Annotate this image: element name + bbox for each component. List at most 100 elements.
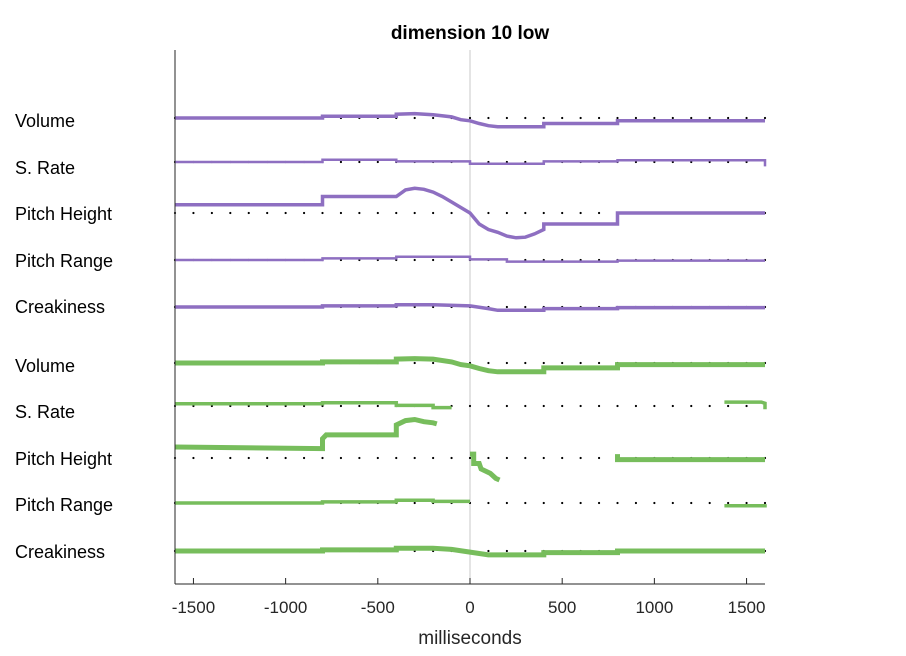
series-line xyxy=(615,454,765,463)
grid-dot xyxy=(579,404,582,408)
grid-dot xyxy=(395,456,398,460)
grid-dot xyxy=(653,501,656,505)
grid-dot xyxy=(524,361,527,365)
grid-dot xyxy=(561,456,564,460)
grid-dot xyxy=(413,116,416,120)
grid-dot xyxy=(339,456,343,460)
grid-dot xyxy=(524,549,527,553)
series-line xyxy=(724,400,767,410)
series-line xyxy=(175,498,470,505)
grid-dot xyxy=(210,456,213,460)
grid-dot xyxy=(745,501,748,505)
grid-dot xyxy=(727,501,730,505)
grid-dot xyxy=(450,456,453,460)
grid-dot xyxy=(505,305,508,309)
grid-dot xyxy=(505,116,508,120)
grid-dot xyxy=(266,456,269,460)
grid-dot xyxy=(524,116,527,120)
row-label: Creakiness xyxy=(15,297,105,317)
grid-dot xyxy=(708,116,711,120)
chart-title: dimension 10 low xyxy=(391,23,550,44)
grid-dot xyxy=(690,116,693,120)
x-tick-label: 1000 xyxy=(635,598,673,617)
row-labels: Volume S. Rate Pitch Height Pitch Range Crea… xyxy=(15,111,113,562)
grid-dot xyxy=(542,116,545,120)
grid-dot xyxy=(727,116,730,120)
grid-dot xyxy=(192,211,195,215)
row-label: S. Rate xyxy=(15,158,75,178)
grid-dot xyxy=(487,549,490,553)
grid-dot xyxy=(376,211,379,215)
grid-dot xyxy=(432,258,435,262)
grid-dot xyxy=(708,404,711,408)
grid-dot xyxy=(413,211,416,215)
grid-dot xyxy=(542,456,545,460)
row-label: Creakiness xyxy=(15,542,105,562)
grid-dot xyxy=(450,258,453,262)
grid-dot xyxy=(432,456,435,460)
grid-dot xyxy=(302,211,306,215)
grid-dot xyxy=(487,211,490,215)
grid-dot xyxy=(358,404,361,408)
grid-dot xyxy=(505,211,508,215)
grid-dot xyxy=(432,361,435,365)
grid-dot xyxy=(542,361,545,365)
grid-dot xyxy=(542,211,545,215)
grid-dot xyxy=(561,361,564,365)
grid-dot xyxy=(505,549,508,553)
grid-dot xyxy=(358,211,361,215)
grid-dot xyxy=(579,456,582,460)
x-tick-label: 0 xyxy=(465,598,474,617)
grid-dot xyxy=(505,456,508,460)
grid-dot xyxy=(524,211,527,215)
grid-dot xyxy=(339,211,343,215)
grid-dot xyxy=(690,404,693,408)
grid-dot xyxy=(505,361,508,365)
grid-dot xyxy=(413,501,416,505)
grid-dot xyxy=(542,501,545,505)
series-line xyxy=(174,416,438,452)
grid-dot xyxy=(561,501,564,505)
grid-dot xyxy=(763,501,767,505)
grid-dot xyxy=(579,211,582,215)
grid-dot xyxy=(487,404,490,408)
row-label: Pitch Height xyxy=(15,449,112,469)
grid-dot xyxy=(561,116,564,120)
grid-dot xyxy=(339,160,343,164)
grid-dot xyxy=(210,211,213,215)
grid-dot xyxy=(302,456,306,460)
grid-dot xyxy=(653,116,656,120)
series-line xyxy=(175,186,765,240)
grid-dot xyxy=(247,211,250,215)
grid-dot xyxy=(376,456,379,460)
grid-dot xyxy=(487,456,490,460)
grid-dot xyxy=(450,211,453,215)
grid-dot xyxy=(229,456,232,460)
grid-dot xyxy=(671,501,674,505)
grid-dot xyxy=(192,456,195,460)
grid-dot xyxy=(487,116,490,120)
grid-dot xyxy=(745,404,748,408)
row-label: Volume xyxy=(15,356,75,376)
series-line xyxy=(175,400,452,410)
grid-dot xyxy=(727,404,730,408)
grid-dot xyxy=(505,404,508,408)
grid-dot xyxy=(487,501,490,505)
series-line xyxy=(175,545,765,558)
grid-dot xyxy=(579,361,582,365)
grid-dot xyxy=(579,501,582,505)
grid-dot xyxy=(376,404,379,408)
grid-dot xyxy=(339,404,343,408)
grid-dot xyxy=(468,456,472,460)
grid-dot xyxy=(634,404,638,408)
grid-dot xyxy=(597,116,601,120)
series-line xyxy=(470,451,501,483)
grid-dot xyxy=(432,211,435,215)
grid-dot xyxy=(413,456,416,460)
grid-dot xyxy=(284,456,287,460)
grid-dot xyxy=(745,116,748,120)
row-label: S. Rate xyxy=(15,402,75,422)
grid-dot xyxy=(579,116,582,120)
grid-dot xyxy=(597,361,601,365)
